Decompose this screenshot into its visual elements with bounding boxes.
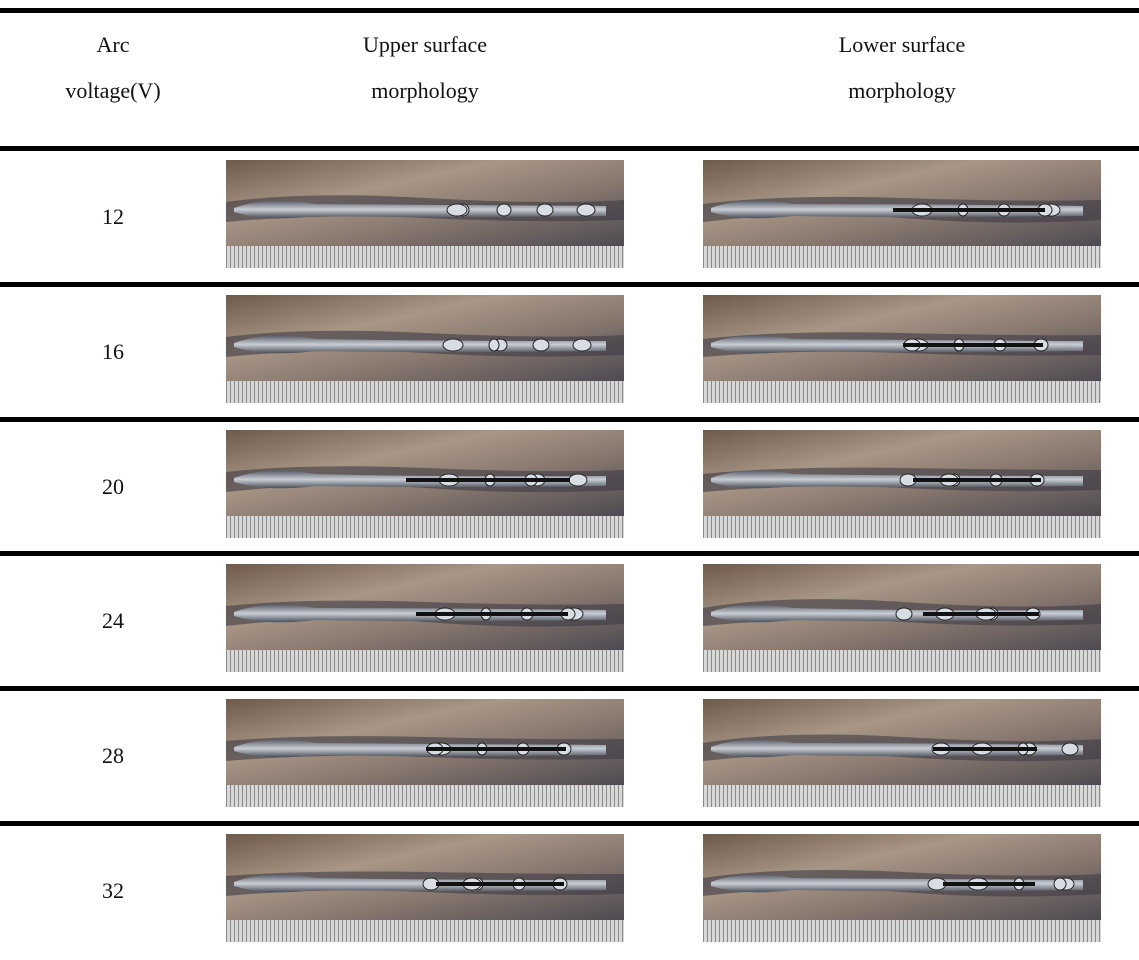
weld-photo [703,699,1101,807]
header-cell: Lower surface [839,32,965,58]
voltage-cell: 32 [102,878,124,904]
header-cell: morphology [848,78,956,104]
row-rule [0,551,1139,556]
page: {"table": { "header": [["Arc", "voltage(… [0,0,1139,960]
weld-photo [703,564,1101,672]
voltage-cell: 12 [102,204,124,230]
voltage-cell: 28 [102,743,124,769]
weld-photo [703,160,1101,268]
weld-photo [703,295,1101,403]
weld-photo [226,699,624,807]
voltage-cell: 16 [102,339,124,365]
weld-photo [226,160,624,268]
weld-photo [226,295,624,403]
weld-photo [703,430,1101,538]
header-cell: morphology [371,78,479,104]
weld-photo [226,430,624,538]
voltage-cell: 20 [102,474,124,500]
top-rule [0,8,1139,13]
header-rule [0,146,1139,151]
header-cell: Arc [97,32,130,58]
voltage-cell: 24 [102,608,124,634]
row-rule [0,417,1139,422]
row-rule [0,282,1139,287]
weld-photo [226,834,624,942]
weld-photo [703,834,1101,942]
header-cell: voltage(V) [65,78,160,104]
row-rule [0,821,1139,826]
weld-photo [226,564,624,672]
header-cell: Upper surface [363,32,487,58]
row-rule [0,686,1139,691]
